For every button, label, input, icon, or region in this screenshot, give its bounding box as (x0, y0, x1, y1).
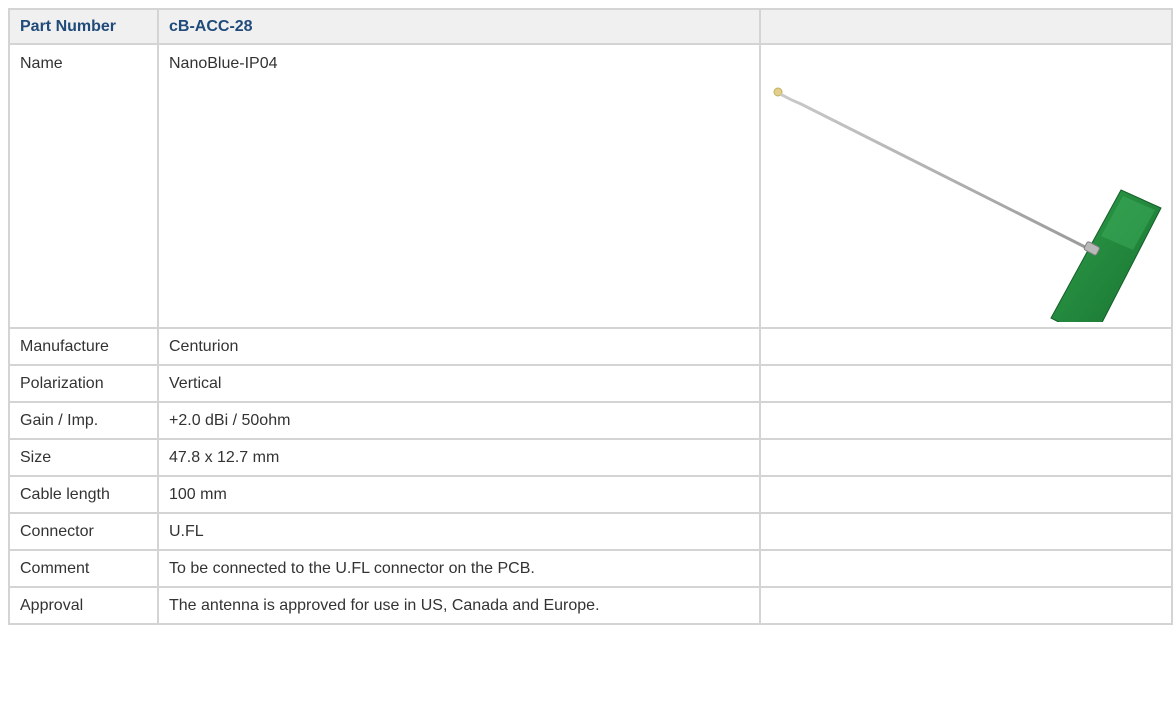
row-label: Cable length (8, 475, 159, 514)
table-row: Cable length 100 mm (8, 475, 1173, 514)
row-label: Polarization (8, 364, 159, 403)
row-value: Vertical (157, 364, 761, 403)
ufl-connector-tip (773, 87, 783, 97)
row-empty-cell (759, 549, 1173, 588)
header-empty-cell (759, 8, 1173, 45)
table-row: Comment To be connected to the U.FL conn… (8, 549, 1173, 588)
table-row: Gain / Imp. +2.0 dBi / 50ohm (8, 401, 1173, 440)
part-number-label: Part Number (8, 8, 159, 45)
row-label: Comment (8, 549, 159, 588)
table-row: Polarization Vertical (8, 364, 1173, 403)
name-label: Name (8, 43, 159, 329)
row-label: Approval (8, 586, 159, 625)
row-value: 100 mm (157, 475, 761, 514)
solder-joint (1083, 241, 1100, 256)
part-number-value: cB-ACC-28 (157, 8, 761, 45)
spec-table: Part Number cB-ACC-28 Name NanoBlue-IP04 (8, 8, 1173, 625)
row-empty-cell (759, 475, 1173, 514)
row-value: +2.0 dBi / 50ohm (157, 401, 761, 440)
row-value: Centurion (157, 327, 761, 366)
header-row: Part Number cB-ACC-28 (8, 8, 1173, 45)
table-row-name: Name NanoBlue-IP04 (8, 43, 1173, 329)
row-empty-cell (759, 512, 1173, 551)
antenna-cable (780, 93, 1093, 252)
row-empty-cell (759, 586, 1173, 625)
row-value: To be connected to the U.FL connector on… (157, 549, 761, 588)
image-cell (759, 43, 1173, 329)
row-label: Gain / Imp. (8, 401, 159, 440)
row-value: U.FL (157, 512, 761, 551)
table-row: Approval The antenna is approved for use… (8, 586, 1173, 625)
row-label: Size (8, 438, 159, 477)
pcb-highlight (1101, 196, 1155, 250)
row-empty-cell (759, 438, 1173, 477)
table-row: Connector U.FL (8, 512, 1173, 551)
row-value: The antenna is approved for use in US, C… (157, 586, 761, 625)
row-empty-cell (759, 364, 1173, 403)
name-value: NanoBlue-IP04 (157, 43, 761, 329)
row-value: 47.8 x 12.7 mm (157, 438, 761, 477)
row-label: Connector (8, 512, 159, 551)
table-row: Manufacture Centurion (8, 327, 1173, 366)
row-empty-cell (759, 401, 1173, 440)
antenna-product-image (773, 87, 1162, 322)
row-label: Manufacture (8, 327, 159, 366)
table-row: Size 47.8 x 12.7 mm (8, 438, 1173, 477)
row-empty-cell (759, 327, 1173, 366)
